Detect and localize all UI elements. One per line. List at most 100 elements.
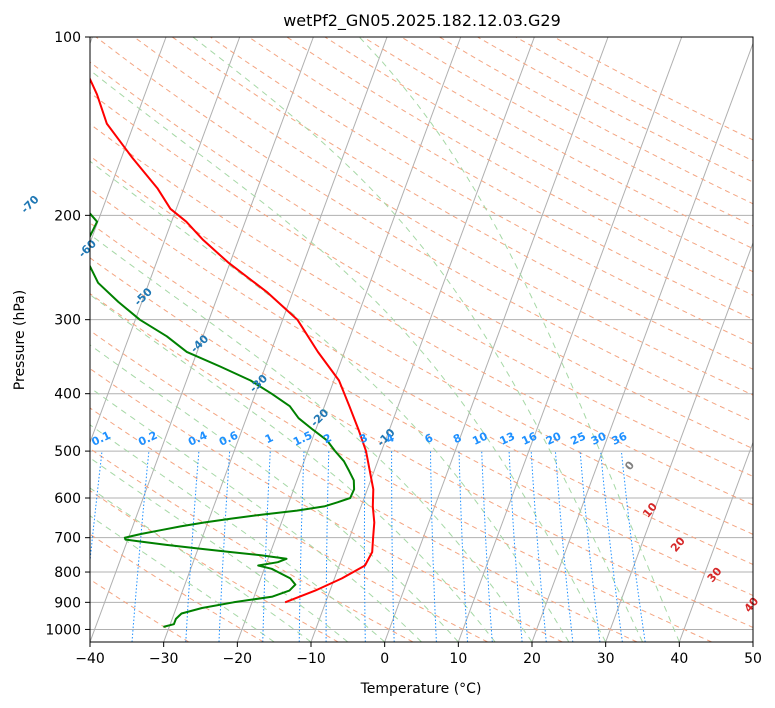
y-tick-label: 400 xyxy=(54,387,81,403)
line-labels: -100-90-80-70-60-50-40-30-20-100.10.20.4… xyxy=(18,193,761,615)
moist-adiabat-line xyxy=(90,233,533,642)
dry-adiabat-line xyxy=(90,293,712,642)
y-tick-label: 900 xyxy=(54,595,81,611)
y-tick-label: 800 xyxy=(54,565,81,581)
moist-adiabat-line xyxy=(90,457,349,642)
isotherm-line xyxy=(678,441,753,642)
mixing-ratio-line xyxy=(430,451,437,642)
isotherm-line xyxy=(531,42,753,642)
dry-adiabat-line xyxy=(90,447,414,642)
mixing-ratio-label: 1 xyxy=(263,431,275,446)
moist-adiabat-line xyxy=(90,424,386,642)
mixing-ratio-line xyxy=(579,451,601,642)
dry-adiabat-line xyxy=(286,37,753,296)
x-tick-label: −20 xyxy=(223,651,253,667)
isotherm-label: -40 xyxy=(188,332,211,355)
mixing-ratio-label: 0.2 xyxy=(136,429,159,449)
temperature-profile-line xyxy=(90,76,376,604)
isotherm-label: -70 xyxy=(18,193,41,216)
isotherm-line xyxy=(752,640,753,642)
x-tick-label: −40 xyxy=(75,651,105,667)
dry-adiabat-line xyxy=(248,37,753,320)
x-tick-label: 30 xyxy=(597,651,615,667)
x-tick-label: 20 xyxy=(523,651,541,667)
mixing-ratio-label: 0.1 xyxy=(90,429,113,449)
x-tick-label: 40 xyxy=(670,651,688,667)
plot-frame xyxy=(89,36,754,643)
isotherm-line xyxy=(457,37,683,642)
dry-adiabat-line xyxy=(90,61,753,450)
mixing-ratio-line xyxy=(530,451,547,642)
mixing-ratio-line xyxy=(600,451,623,642)
dry-adiabat-line xyxy=(90,533,264,642)
mixing-ratio-line xyxy=(458,451,468,642)
x-tick-label: 0 xyxy=(380,651,389,667)
mixing-ratio-label: 30 xyxy=(589,429,609,447)
mixing-ratio-line xyxy=(90,451,103,566)
isotherm-label: -50 xyxy=(132,285,155,308)
x-tick-label: −10 xyxy=(296,651,326,667)
mixing-ratio-label: 13 xyxy=(498,430,517,448)
x-axis-label: Temperature (°C) xyxy=(360,681,482,697)
y-tick-label: 500 xyxy=(54,444,81,460)
sounding-lines xyxy=(90,76,376,628)
y-axis-ticks: 100 200 300 400 500 600 700 800 900 1000 xyxy=(45,30,90,638)
x-tick-label: −30 xyxy=(149,651,179,667)
moist-adiabat-label: 0 xyxy=(622,458,637,472)
moist-adiabat-line xyxy=(90,294,496,642)
mixing-ratio-line xyxy=(325,451,330,642)
y-tick-label: 600 xyxy=(54,491,81,507)
isotherm-line xyxy=(310,37,535,642)
mixing-ratio-line xyxy=(481,451,493,642)
mixing-ratio-line xyxy=(131,451,150,642)
mixing-ratio-label: 6 xyxy=(423,431,436,446)
dry-adiabat-line xyxy=(90,257,753,628)
mixing-ratio-line xyxy=(391,451,395,642)
x-tick-label: 50 xyxy=(744,651,762,667)
moist-adiabat-line xyxy=(358,37,680,642)
moist-adiabat-line xyxy=(90,160,570,642)
isotherm-line xyxy=(236,37,462,642)
dry-adiabat-line xyxy=(95,37,753,423)
mixing-ratio-label: 0.6 xyxy=(217,429,240,449)
mixing-ratio-label: 25 xyxy=(569,430,588,448)
moist-adiabat-line xyxy=(90,69,607,642)
dry-adiabat-line xyxy=(515,37,753,162)
mixing-ratio-label: 3 xyxy=(357,431,369,446)
dry-adiabat-line xyxy=(324,37,753,273)
y-tick-label: 700 xyxy=(54,531,81,547)
isotherm-line xyxy=(605,241,753,642)
mixing-ratio-label: 10 xyxy=(470,429,490,447)
mixing-ratio-line xyxy=(185,451,200,642)
moist-adiabat-line xyxy=(90,344,459,642)
y-axis-label: Pressure (hPa) xyxy=(12,290,28,390)
mixing-ratio-line xyxy=(298,451,305,642)
dry-adiabat-line xyxy=(90,155,753,535)
dry-adiabat-line xyxy=(90,407,488,642)
mixing-ratio-label: 1.5 xyxy=(291,429,314,449)
moist-adiabat-line xyxy=(192,37,643,642)
chart-title: wetPf2_GN05.2025.182.12.03.G29 xyxy=(283,11,561,31)
dry-adiabat-line xyxy=(553,37,753,141)
isotherm-label: -60 xyxy=(76,237,99,260)
isotherm-line xyxy=(90,37,167,245)
y-tick-label: 200 xyxy=(54,208,81,224)
dry-adiabat-line xyxy=(477,37,753,183)
mixing-ratio-label: 20 xyxy=(544,429,564,447)
dewpoint-profile-line xyxy=(90,212,356,628)
dry-adiabat-line xyxy=(172,37,753,370)
moist-adiabat-line xyxy=(90,387,422,642)
mixing-ratio-line xyxy=(218,451,231,642)
x-tick-label: 10 xyxy=(449,651,467,667)
y-tick-label: 300 xyxy=(54,313,81,329)
dry-adiabat-line xyxy=(90,222,753,597)
dry-adiabat-line xyxy=(210,37,753,345)
y-tick-label: 1000 xyxy=(45,622,81,638)
isotherm-label: -20 xyxy=(308,406,331,429)
dry-adiabat-line xyxy=(90,490,339,642)
isotherm-line xyxy=(384,37,609,642)
mixing-ratio-line xyxy=(508,451,523,642)
isotherm-line xyxy=(90,37,241,444)
dry-adiabat-line xyxy=(90,368,563,642)
